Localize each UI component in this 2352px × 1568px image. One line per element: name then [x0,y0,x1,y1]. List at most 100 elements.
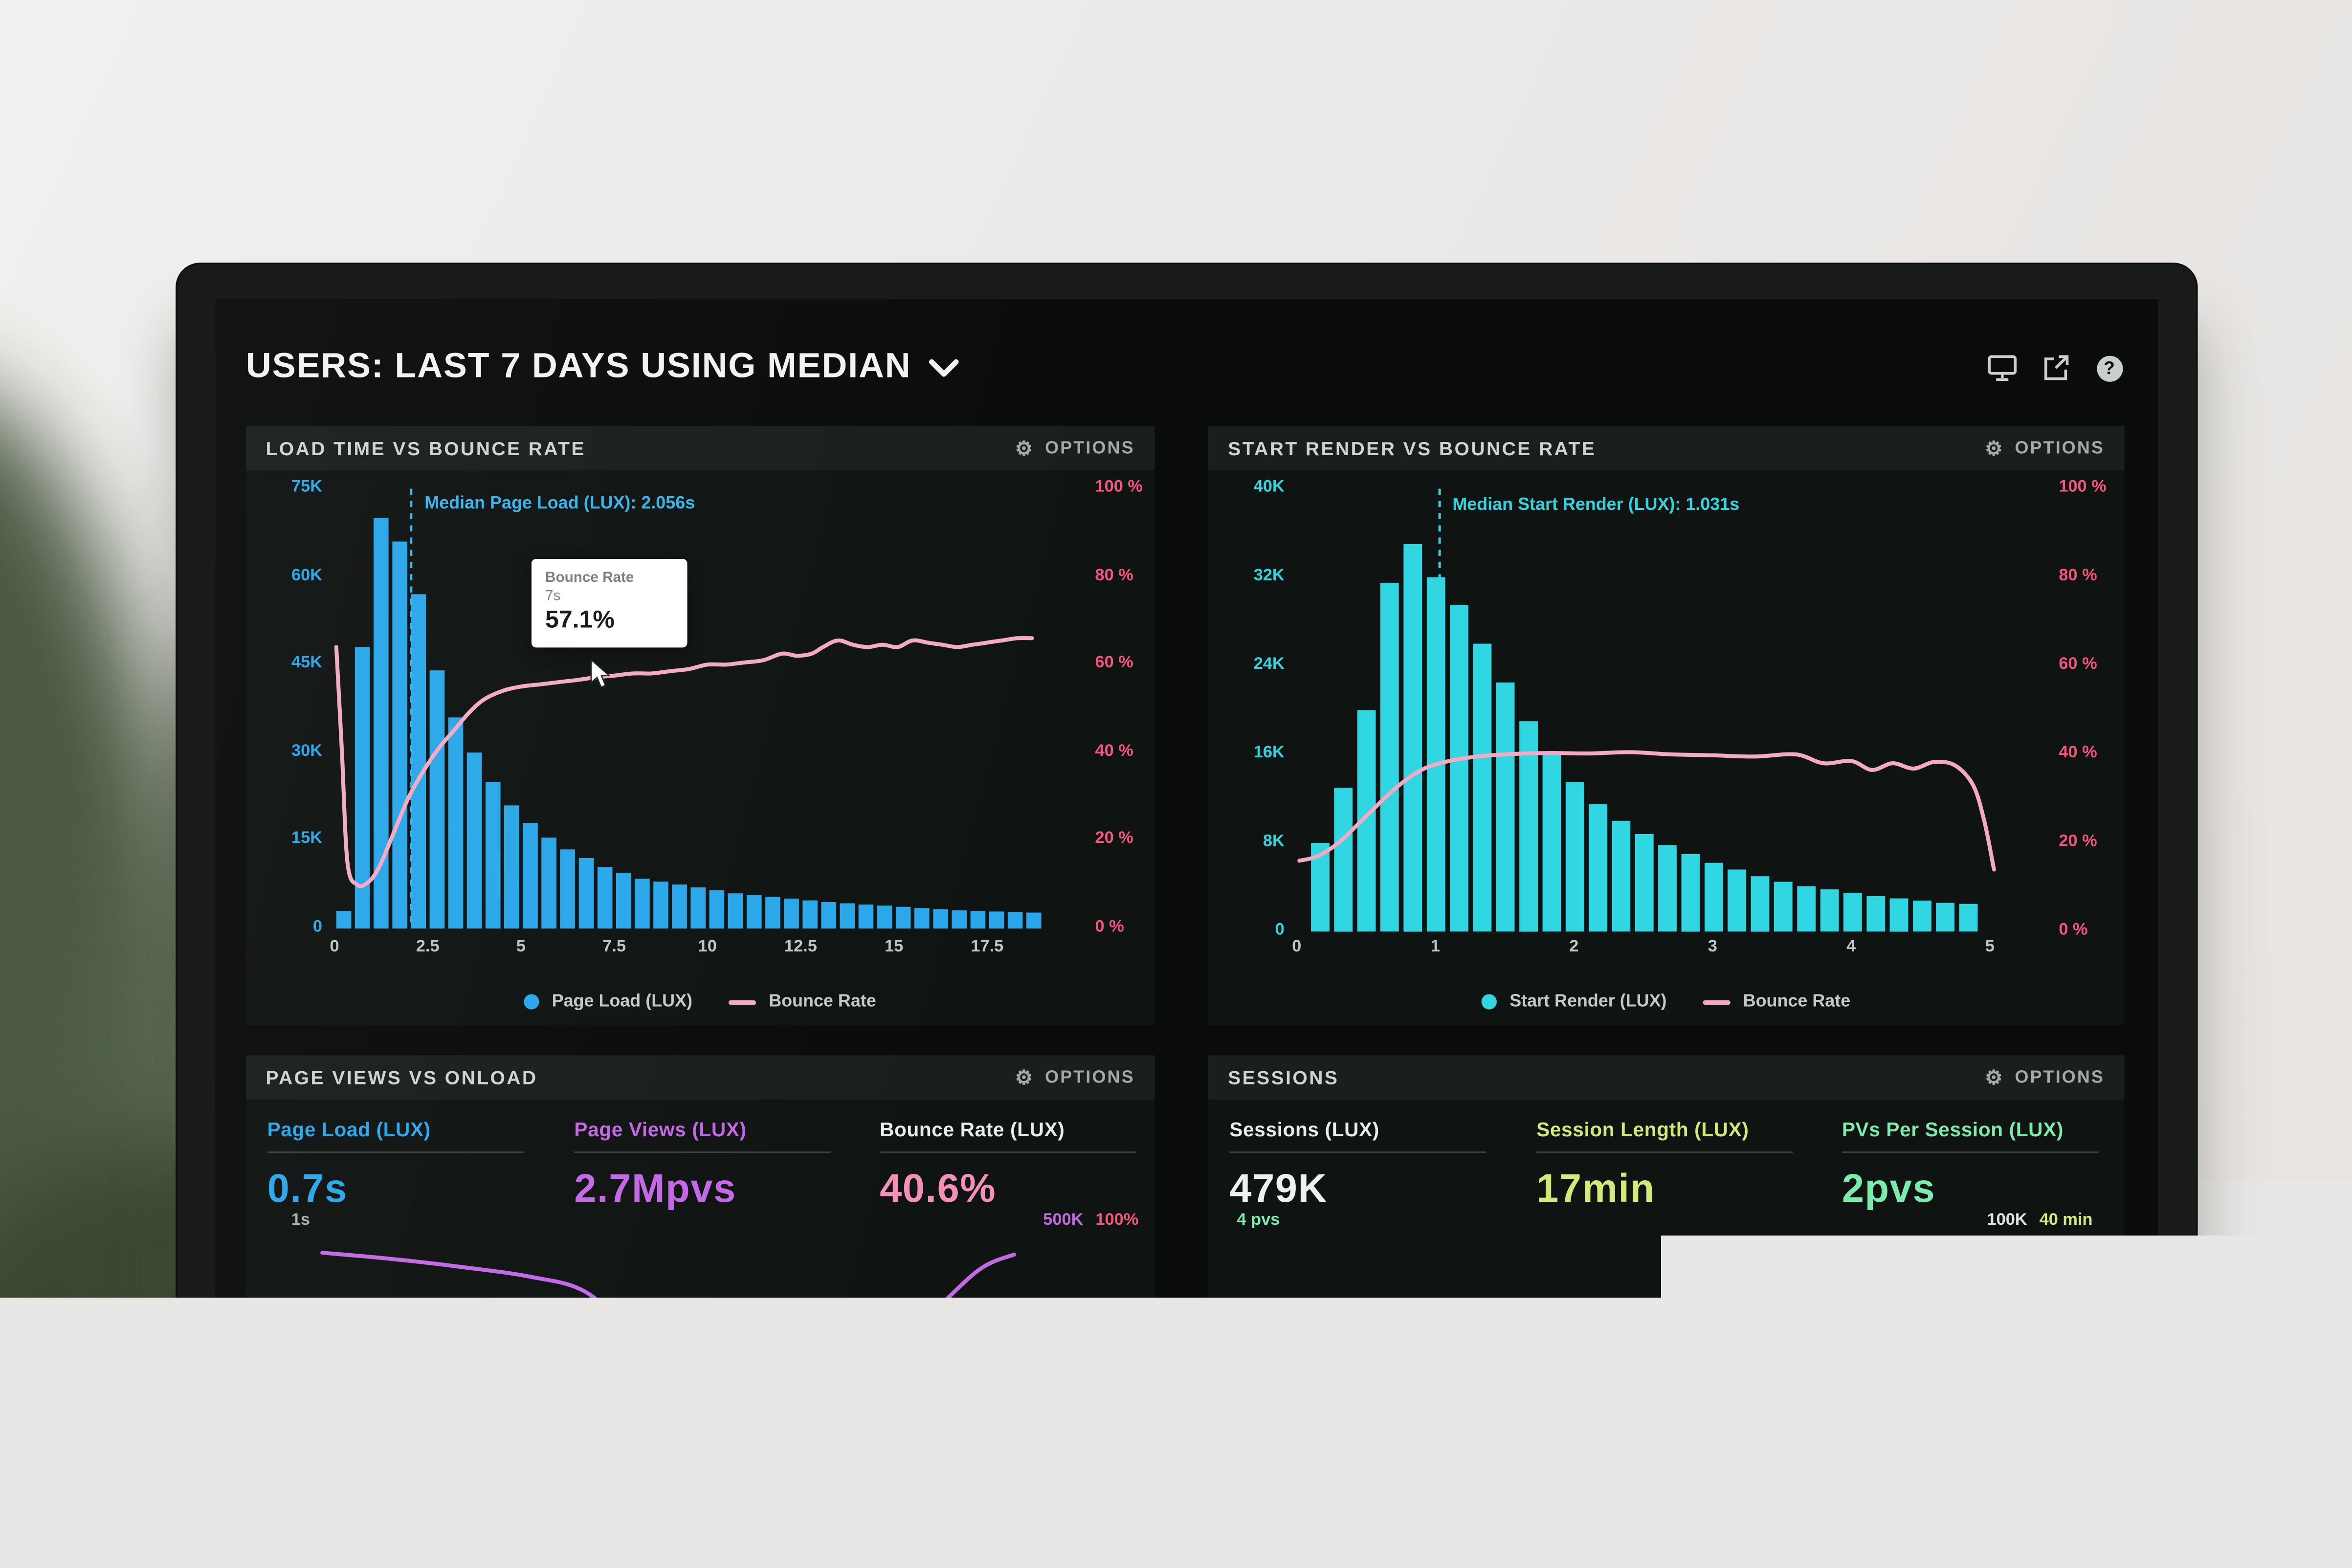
page-title: USERS: LAST 7 DAYS USING MEDIAN [246,345,911,386]
gear-icon: ⚙ [1985,438,2004,458]
x-axis-label: 0 [1266,938,1327,956]
y-axis-left-label: 1s [246,1211,310,1229]
panel-sessions: SESSIONS ⚙ OPTIONS Sessions (LUX) 479K S… [1208,1055,2125,1547]
y-axis-right-label: 80 % [1095,566,1133,584]
x-axis-label: 4 [1820,938,1882,956]
y-axis-left-label: 1.6 pvs [1210,1477,1280,1495]
y-axis-right-label: 0 % [1095,918,1124,936]
plant-leaves [977,0,1680,107]
options-button[interactable]: ⚙ OPTIONS [1985,1067,2105,1087]
gear-icon: ⚙ [1015,438,1035,458]
y-axis-right-label: 100 % [2059,478,2106,496]
y-axis-left-label: 60K [252,566,322,584]
load-time-chart[interactable]: Median Page Load (LUX): 2.056s Bounce Ra… [246,470,1154,1025]
chart-legend: Start Render (LUX) Bounce Rate [1208,993,2125,1011]
x-axis-label: 1 [1405,938,1466,956]
help-icon[interactable]: ? [2094,353,2124,383]
y-axis-left-label: 45K [252,654,322,672]
options-button[interactable]: ⚙ OPTIONS [1015,438,1135,458]
y-axis-left-label: 16K [1214,744,1285,762]
y-axis-left-label: 4 pvs [1210,1211,1280,1229]
panel-title: SESSIONS [1228,1067,1339,1088]
y-axis-right-label: 40 % [2059,744,2097,762]
y-axis-left-label: 0.6s [246,1388,310,1406]
y-axis-right-label: 100K 40 min [1987,1211,2093,1229]
panel-title: PAGE VIEWS VS ONLOAD [266,1067,537,1088]
y-axis-left-label: 32K [1214,567,1285,585]
page-views-chart[interactable]: Page Load (LUX) 0.7s Page Views (LUX) 2.… [246,1100,1154,1547]
y-axis-left-label: 24K [1214,655,1285,673]
panel-start-render: START RENDER VS BOUNCE RATE ⚙ OPTIONS Me… [1208,426,2125,1024]
chart-canvas [246,1100,1154,1547]
dashboard-screen: USERS: LAST 7 DAYS USING MEDIAN ? LOAD T… [215,299,2158,1547]
x-axis-label: 7.5 [584,938,645,956]
users-filter-dropdown[interactable]: USERS: LAST 7 DAYS USING MEDIAN [246,345,959,386]
panel-header: START RENDER VS BOUNCE RATE ⚙ OPTIONS [1208,426,2125,470]
y-axis-right-label: 60 % [2059,655,2097,673]
laptop-brand-label: MacBook Pro [177,1553,2196,1568]
y-axis-right-label: 400K 80% [1043,1300,1129,1318]
y-axis-left-label: 8K [1214,832,1285,850]
photo-scene: USERS: LAST 7 DAYS USING MEDIAN ? LOAD T… [0,0,2352,1568]
median-annotation: Median Page Load (LUX): 2.056s [424,495,695,513]
y-axis-left-label: 15K [252,830,322,848]
y-axis-left-label: 40K [1214,478,1285,496]
gear-icon: ⚙ [1985,1067,2004,1087]
y-axis-left-label: 0 [1214,921,1285,939]
legend-dot [1482,994,1497,1009]
x-axis-label: 17.5 [956,938,1018,956]
y-axis-right-label: 300K 60% [1043,1388,1129,1406]
y-axis-right-label: 60K 24 min [1987,1388,2084,1406]
x-axis-label: 0 [304,938,365,956]
display-icon[interactable] [1987,353,2018,383]
legend-line-swatch [1703,999,1731,1004]
median-annotation: Median Start Render (LUX): 1.031s [1452,496,1739,514]
y-axis-right-label: 100 % [1095,478,1142,496]
y-axis-left-label: 0 [252,918,322,936]
share-icon[interactable] [2041,353,2071,383]
x-axis-label: 10 [677,938,738,956]
y-axis-right-label: 20 % [2059,832,2097,850]
x-axis-label: 5 [1959,938,2020,956]
chat-launcher[interactable]: 4 [2046,1437,2128,1518]
x-axis-label: 2 [1543,938,1604,956]
x-axis-label: 12.5 [770,938,831,956]
panel-header: PAGE VIEWS VS ONLOAD ⚙ OPTIONS [246,1055,1154,1100]
y-axis-right-label: 40K [1987,1477,2030,1495]
y-axis-left-label: 0.4s [246,1477,310,1495]
y-axis-right-label: 20 % [1095,830,1133,848]
x-axis-label: 3 [1682,938,1743,956]
x-axis-label: 5 [490,938,552,956]
x-axis-label: 15 [864,938,925,956]
mouse-cursor [590,660,611,698]
y-axis-right-label: 200K 40% [1043,1477,1129,1495]
panel-page-views: PAGE VIEWS VS ONLOAD ⚙ OPTIONS Page Load… [246,1055,1154,1547]
y-axis-right-label: 80 % [2059,567,2097,585]
panel-title: LOAD TIME VS BOUNCE RATE [266,438,585,459]
y-axis-right-label: 60 % [1095,654,1133,672]
y-axis-right-label: 0 % [2059,921,2087,939]
sessions-chart[interactable]: Sessions (LUX) 479K Session Length (LUX)… [1208,1100,2125,1547]
legend-dot [524,994,539,1009]
y-axis-left-label: 3.2 pvs [1210,1300,1280,1318]
panel-header: SESSIONS ⚙ OPTIONS [1208,1055,2125,1100]
y-axis-left-label: 0.8s [246,1300,310,1318]
x-axis-label: 2.5 [397,938,458,956]
chart-tooltip: Bounce Rate 7s 57.1% [532,559,688,647]
legend-label: Bounce Rate [1743,993,1851,1011]
y-axis-left-label: 2.4 pvs [1210,1388,1280,1406]
gear-icon: ⚙ [1015,1067,1035,1087]
header-toolbar: ? [1987,353,2125,383]
legend-label: Page Load (LUX) [552,993,692,1011]
chart-legend: Page Load (LUX) Bounce Rate [246,993,1154,1011]
legend-line-swatch [729,999,756,1004]
options-button[interactable]: ⚙ OPTIONS [1015,1067,1135,1087]
y-axis-right-label: 500K 100% [1043,1211,1138,1229]
chat-unread-badge: 4 [2097,1433,2132,1468]
y-axis-left-label: 30K [252,742,322,760]
panel-load-time: LOAD TIME VS BOUNCE RATE ⚙ OPTIONS Media… [246,426,1154,1024]
options-button[interactable]: ⚙ OPTIONS [1985,438,2105,458]
start-render-chart[interactable]: Median Start Render (LUX): 1.031s Start … [1208,470,2125,1025]
y-axis-right-label: 40 % [1095,742,1133,760]
laptop: USERS: LAST 7 DAYS USING MEDIAN ? LOAD T… [176,263,2197,1568]
